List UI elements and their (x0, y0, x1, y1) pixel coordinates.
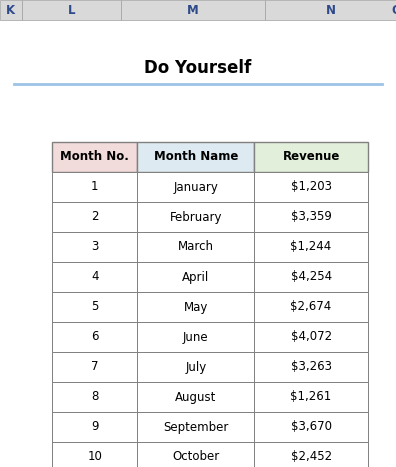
Text: 2: 2 (91, 211, 99, 224)
Bar (137, 232, 254, 262)
Text: $1,203: $1,203 (291, 181, 331, 193)
Text: 1: 1 (91, 181, 99, 193)
Bar (265, 0, 396, 20)
Bar (52, 322, 137, 352)
Text: $2,674: $2,674 (291, 300, 332, 313)
Bar (137, 142, 254, 172)
Bar (137, 202, 254, 232)
Bar (0, 0, 22, 20)
Text: N: N (326, 3, 336, 16)
Bar (254, 172, 368, 202)
Bar (52, 292, 137, 322)
Bar (254, 412, 368, 442)
Bar (254, 202, 368, 232)
Bar (254, 382, 368, 412)
Bar (121, 0, 265, 20)
Bar (137, 442, 254, 467)
Text: $3,263: $3,263 (291, 361, 331, 374)
Text: January: January (173, 181, 218, 193)
Bar (52, 412, 137, 442)
Text: 4: 4 (91, 270, 99, 283)
Bar (137, 172, 254, 202)
Text: Do Yourself: Do Yourself (145, 59, 251, 77)
Text: O: O (391, 3, 396, 16)
Bar (254, 292, 368, 322)
Text: $1,244: $1,244 (291, 241, 332, 254)
Text: 6: 6 (91, 331, 99, 344)
Text: February: February (169, 211, 222, 224)
Bar (254, 232, 368, 262)
Text: Revenue: Revenue (282, 150, 340, 163)
Text: May: May (184, 300, 208, 313)
Text: L: L (68, 3, 75, 16)
Text: M: M (187, 3, 199, 16)
Text: September: September (163, 420, 228, 433)
Bar (52, 262, 137, 292)
Bar (254, 322, 368, 352)
Bar (254, 442, 368, 467)
Bar (254, 352, 368, 382)
Bar (52, 382, 137, 412)
Text: April: April (182, 270, 209, 283)
Text: July: July (185, 361, 206, 374)
Bar (137, 262, 254, 292)
Text: Month No.: Month No. (60, 150, 129, 163)
Text: $3,670: $3,670 (291, 420, 331, 433)
Bar (52, 352, 137, 382)
Bar (254, 142, 368, 172)
Bar (254, 262, 368, 292)
Text: $3,359: $3,359 (291, 211, 331, 224)
Bar (137, 412, 254, 442)
Text: 7: 7 (91, 361, 99, 374)
Text: 8: 8 (91, 390, 98, 403)
Bar (52, 172, 137, 202)
Bar (52, 232, 137, 262)
Text: 5: 5 (91, 300, 98, 313)
Text: October: October (172, 451, 219, 464)
Text: 10: 10 (87, 451, 102, 464)
Text: 9: 9 (91, 420, 99, 433)
Text: K: K (6, 3, 15, 16)
Text: March: March (178, 241, 214, 254)
Text: August: August (175, 390, 217, 403)
Text: June: June (183, 331, 209, 344)
Text: $4,072: $4,072 (291, 331, 332, 344)
Bar (52, 202, 137, 232)
Bar (52, 442, 137, 467)
Text: $2,452: $2,452 (291, 451, 332, 464)
Bar (22, 0, 121, 20)
Bar (137, 292, 254, 322)
Text: $4,254: $4,254 (291, 270, 332, 283)
Text: $1,261: $1,261 (291, 390, 332, 403)
Bar (137, 352, 254, 382)
Text: 3: 3 (91, 241, 98, 254)
Bar (137, 322, 254, 352)
Bar (137, 382, 254, 412)
Bar (52, 142, 137, 172)
Text: Month Name: Month Name (154, 150, 238, 163)
